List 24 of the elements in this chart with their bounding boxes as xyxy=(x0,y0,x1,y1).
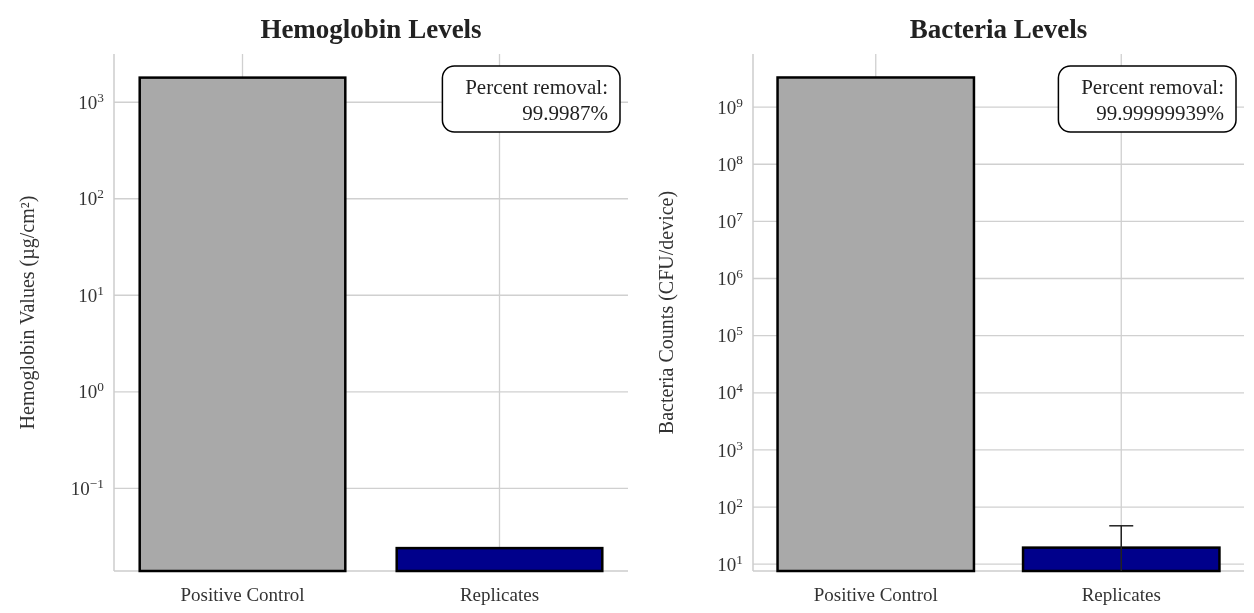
annotation: Percent removal: 99.99999939% xyxy=(1081,75,1224,125)
y-tick-label: 10$^{6}$ xyxy=(717,265,744,290)
y-tick-label: 10$^{7}$ xyxy=(717,208,744,233)
x-tick-label: Positive Control xyxy=(813,584,938,605)
chart-title: Bacteria Levels xyxy=(909,14,1088,44)
y-axis-title: Bacteria Counts (CFU/device) xyxy=(655,190,678,435)
y-tick-label: 10$^{3}$ xyxy=(717,437,744,461)
x-tick-label: Positive Control xyxy=(180,584,305,605)
y-tick-label: 10$^{2}$ xyxy=(78,185,104,210)
y-tick-label: 10$^{2}$ xyxy=(717,494,743,518)
y-tick-label: 10$^{1}$ xyxy=(717,551,743,575)
y-tick-label: 10$^{0}$ xyxy=(78,378,105,403)
y-tick-label: 10$^{1}$ xyxy=(78,282,104,306)
y-tick-label: 10$^{−1}$ xyxy=(70,475,104,499)
y-tick-label: 10$^{3}$ xyxy=(78,89,105,113)
x-tick-label: Replicates xyxy=(459,584,540,605)
y-axis-title: Hemoglobin Values (µg/cm²) xyxy=(16,195,39,430)
chart-title: Hemoglobin Levels xyxy=(260,14,482,44)
y-tick-label: 10$^{8}$ xyxy=(717,151,744,175)
x-tick-label: Replicates xyxy=(1081,584,1161,605)
y-tick-label: 10$^{4}$ xyxy=(717,379,744,404)
annotation: Percent removal: 99.9987% xyxy=(465,75,608,125)
y-tick-label: 10$^{9}$ xyxy=(717,94,744,118)
y-tick-label: 10$^{5}$ xyxy=(717,322,744,347)
